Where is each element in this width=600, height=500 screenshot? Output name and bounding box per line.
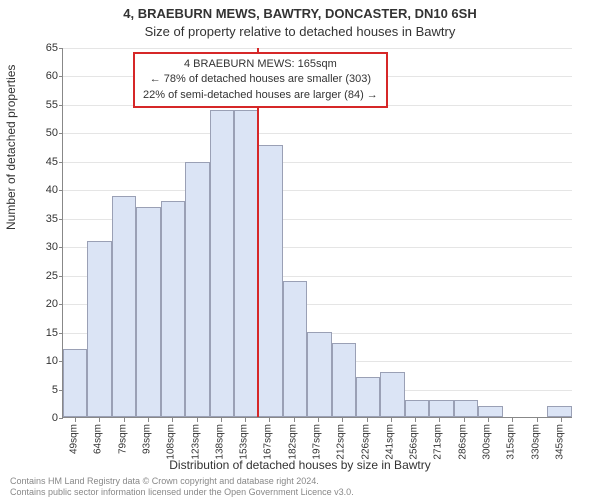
ytick-mark	[59, 190, 63, 191]
ytick-mark	[59, 133, 63, 134]
xtick-label: 212sqm	[336, 424, 347, 460]
bar	[454, 400, 478, 417]
infobox-line1: 4 BRAEBURN MEWS: 165sqm	[143, 57, 378, 72]
bar	[258, 145, 282, 417]
ytick-label: 25	[28, 270, 58, 282]
xtick-label: 271sqm	[433, 424, 444, 460]
xtick-label: 108sqm	[166, 424, 177, 460]
chart-title-line1: 4, BRAEBURN MEWS, BAWTRY, DONCASTER, DN1…	[0, 6, 600, 21]
ytick-label: 30	[28, 241, 58, 253]
chart-title-line2: Size of property relative to detached ho…	[0, 24, 600, 39]
bar	[307, 332, 331, 417]
xtick-label: 226sqm	[360, 424, 371, 460]
xtick-label: 345sqm	[554, 424, 565, 460]
xtick-label: 300sqm	[482, 424, 493, 460]
ytick-label: 60	[28, 70, 58, 82]
ytick-label: 55	[28, 99, 58, 111]
bar	[405, 400, 429, 417]
ytick-mark	[59, 276, 63, 277]
plot-area: 4 BRAEBURN MEWS: 165sqm ← 78% of detache…	[62, 48, 572, 418]
ytick-label: 10	[28, 355, 58, 367]
ytick-mark	[59, 219, 63, 220]
ytick-mark	[59, 390, 63, 391]
bar	[380, 372, 404, 417]
bar	[283, 281, 307, 417]
ytick-label: 45	[28, 156, 58, 168]
ytick-mark	[59, 105, 63, 106]
footnote-line1: Contains HM Land Registry data © Crown c…	[10, 476, 354, 487]
infobox-line3: 22% of semi-detached houses are larger (…	[143, 88, 378, 103]
bar	[112, 196, 136, 417]
ytick-label: 50	[28, 127, 58, 139]
ytick-mark	[59, 76, 63, 77]
bar	[332, 343, 356, 417]
xtick-label: 93sqm	[142, 424, 153, 454]
xtick-label: 256sqm	[409, 424, 420, 460]
ytick-label: 20	[28, 298, 58, 310]
bar	[429, 400, 453, 417]
bar	[63, 349, 87, 417]
xtick-label: 182sqm	[287, 424, 298, 460]
xtick-label: 79sqm	[117, 424, 128, 454]
chart-container: 4, BRAEBURN MEWS, BAWTRY, DONCASTER, DN1…	[0, 0, 600, 500]
bar	[87, 241, 111, 417]
xtick-label: 330sqm	[530, 424, 541, 460]
ytick-label: 40	[28, 184, 58, 196]
ytick-mark	[59, 333, 63, 334]
x-axis-label: Distribution of detached houses by size …	[0, 458, 600, 472]
bar	[356, 377, 380, 417]
footnote: Contains HM Land Registry data © Crown c…	[10, 476, 354, 498]
ytick-label: 35	[28, 213, 58, 225]
ytick-mark	[59, 162, 63, 163]
ytick-label: 15	[28, 327, 58, 339]
xtick-label: 153sqm	[239, 424, 250, 460]
xtick-label: 241sqm	[384, 424, 395, 460]
bar	[210, 110, 234, 417]
x-ticks: 49sqm 64sqm 79sqm 93sqm 108sqm 123sqm 138sqm 15…	[62, 418, 572, 458]
bar	[136, 207, 160, 417]
infobox-line2: ← 78% of detached houses are smaller (30…	[143, 72, 378, 87]
bar	[161, 201, 185, 417]
ytick-label: 0	[28, 412, 58, 424]
bar	[478, 406, 502, 417]
bar	[547, 406, 571, 417]
xtick-label: 138sqm	[214, 424, 225, 460]
ytick-label: 5	[28, 384, 58, 396]
xtick-label: 286sqm	[457, 424, 468, 460]
xtick-label: 123sqm	[190, 424, 201, 460]
ytick-mark	[59, 361, 63, 362]
footnote-line2: Contains public sector information licen…	[10, 487, 354, 498]
xtick-label: 197sqm	[312, 424, 323, 460]
bar	[185, 162, 209, 417]
y-axis-label: Number of detached properties	[4, 65, 18, 230]
ytick-mark	[59, 247, 63, 248]
xtick-label: 49sqm	[69, 424, 80, 454]
ytick-label: 65	[28, 42, 58, 54]
xtick-label: 167sqm	[263, 424, 274, 460]
ytick-mark	[59, 304, 63, 305]
bar	[234, 110, 258, 417]
ytick-mark	[59, 48, 63, 49]
xtick-label: 64sqm	[93, 424, 104, 454]
info-box: 4 BRAEBURN MEWS: 165sqm ← 78% of detache…	[133, 52, 388, 108]
xtick-label: 315sqm	[506, 424, 517, 460]
